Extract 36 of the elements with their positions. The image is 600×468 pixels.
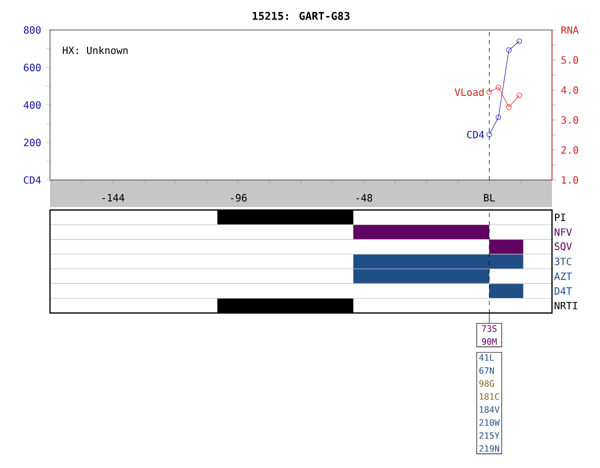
y-tick-label: PI [555, 214, 566, 222]
text: 73S [482, 325, 497, 332]
text: 210W [479, 419, 500, 426]
y-tick-label: NFV [554, 228, 572, 236]
y-tick-label: 800 [24, 26, 41, 34]
y-tick-label: 400 [24, 101, 41, 109]
x-tick-label: -48 [356, 194, 372, 202]
text: 90M [482, 338, 497, 345]
y2-tick-label: 5.0 [561, 56, 578, 64]
y-tick-label: NRTI [554, 302, 578, 310]
x-tick-label: -96 [230, 194, 247, 202]
y2-tick-label: 1.0 [562, 176, 578, 184]
text: 181C [480, 393, 500, 400]
annotation: HX: Unknown [62, 46, 128, 54]
text: 98G [479, 380, 494, 387]
series-label: VLoad [454, 88, 484, 96]
y-tick-label: 600 [24, 64, 41, 72]
y2-tick-label: 2.0 [561, 146, 578, 154]
text: 41L [479, 354, 494, 361]
text: 215Y [479, 432, 500, 439]
y-tick-label: AZT [554, 272, 572, 280]
text: 219N [479, 445, 500, 452]
y2-tick-label: RNA [561, 26, 579, 34]
y2-tick-label: 4.0 [561, 86, 578, 94]
x-tick-label: -144 [102, 194, 124, 202]
text: 184V [480, 406, 500, 413]
series-label: CD4 [467, 130, 484, 138]
y-tick-label: 3TC [554, 258, 572, 266]
y-tick-label: D4T [554, 287, 572, 295]
y-tick-label: SQV [554, 242, 572, 252]
y2-tick-label: 3.0 [561, 116, 578, 124]
y-tick-label: CD4 [24, 176, 41, 184]
y-tick-label: 200 [24, 138, 41, 146]
x-tick-label: BL [484, 194, 495, 202]
text: 67N [479, 367, 494, 374]
chart-title: 15215: GART-G83 [252, 12, 350, 20]
